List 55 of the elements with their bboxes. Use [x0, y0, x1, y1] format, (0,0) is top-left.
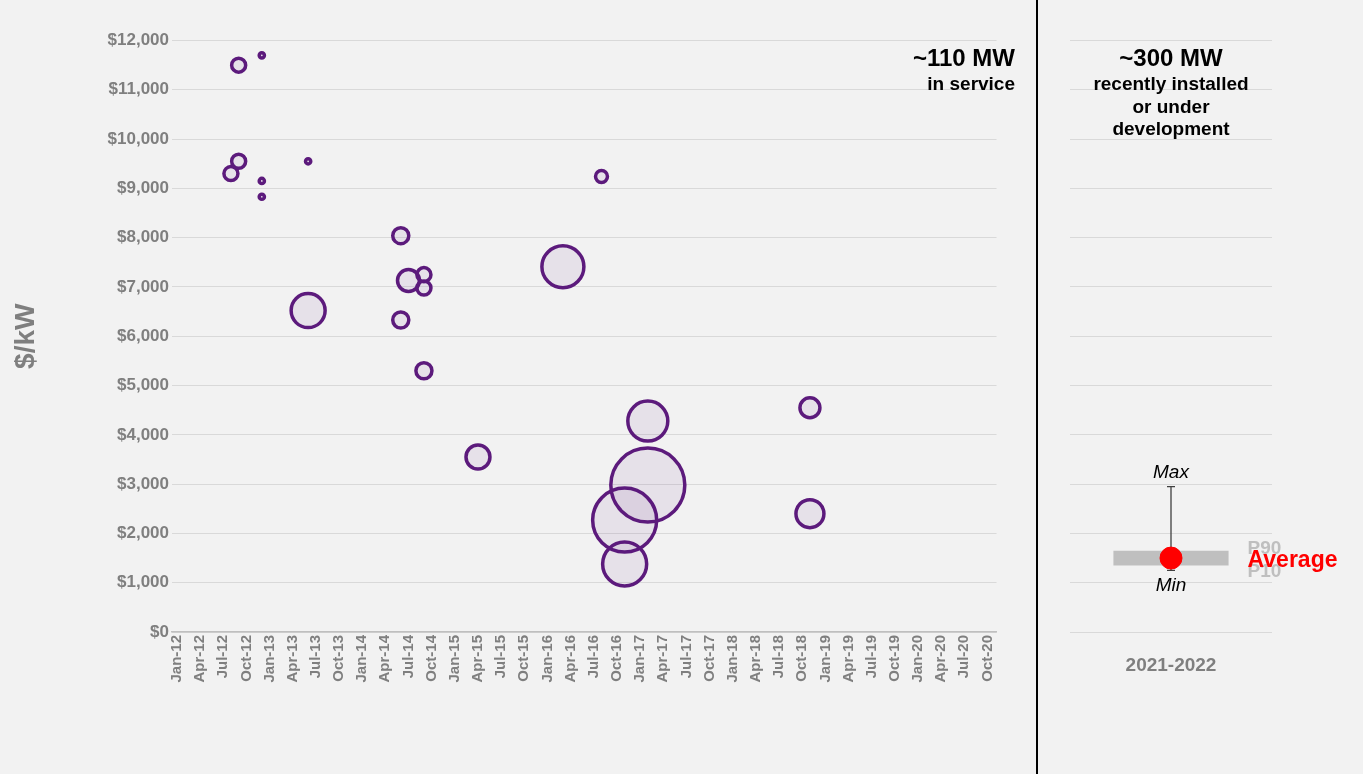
y-tick-label: $3,000: [117, 473, 169, 493]
x-tick-label: 2021-2022: [1125, 653, 1217, 675]
x-tick-label: Oct-17: [699, 635, 717, 682]
x-tick-label: Apr-16: [560, 635, 578, 683]
y-tick-label: $12,000: [107, 30, 169, 50]
x-tick-label: Oct-16: [607, 635, 625, 682]
y-axis-title: $/kW: [8, 303, 40, 369]
y-tick-label: $1,000: [117, 572, 169, 592]
y-tick-label: $7,000: [117, 276, 169, 296]
x-tick-label: Jul-12: [213, 635, 231, 679]
y-tick-label: $11,000: [108, 79, 169, 99]
y-tick-label: $2,000: [117, 523, 169, 543]
x-tick-label: Oct-14: [421, 634, 439, 682]
x-tick-label: Jul-19: [861, 635, 879, 679]
x-tick-label: Apr-14: [375, 634, 393, 683]
x-tick-label: Apr-15: [468, 635, 486, 683]
y-tick-label: $0: [150, 621, 169, 641]
x-tick-label: Apr-20: [931, 635, 949, 683]
y-tick-label: $8,000: [117, 227, 169, 247]
y-tick-label: $10,000: [107, 128, 169, 148]
annotation: ~110 MW in service: [912, 44, 1015, 96]
annotation: Min: [1155, 574, 1187, 596]
x-tick-label: Jul-14: [398, 634, 416, 679]
x-tick-label: Jan-17: [630, 635, 648, 683]
x-tick-label: Oct-19: [884, 635, 902, 682]
y-tick-label: $4,000: [117, 424, 169, 444]
x-tick-label: Jan-18: [722, 635, 740, 683]
x-tick-label: Jul-16: [583, 635, 601, 679]
x-tick-label: Apr-17: [653, 635, 671, 683]
x-tick-label: Jul-17: [676, 635, 694, 679]
x-tick-label: Jan-13: [259, 635, 277, 683]
y-tick-label: $9,000: [117, 178, 169, 198]
x-tick-label: Jan-16: [537, 635, 555, 683]
x-tick-label: Apr-13: [282, 635, 300, 683]
annotation: ~300 MW recently installed or under development: [1092, 44, 1250, 142]
x-tick-label: Jan-12: [167, 635, 185, 683]
y-tick-label: $5,000: [117, 375, 169, 395]
y-tick-label: $6,000: [117, 325, 169, 345]
x-tick-label: Apr-12: [190, 635, 208, 683]
x-tick-label: Jan-14: [352, 634, 370, 683]
x-tick-label: Jan-20: [908, 635, 926, 683]
x-tick-label: Jul-15: [491, 635, 509, 679]
x-tick-label: Jul-18: [769, 635, 787, 679]
x-tick-label: Jul-20: [954, 635, 972, 679]
x-tick-label: Oct-20: [977, 635, 995, 682]
x-tick-label: Apr-19: [838, 635, 856, 683]
x-tick-label: Apr-18: [746, 635, 764, 683]
x-tick-label: Jan-15: [444, 635, 462, 683]
x-tick-label: Jan-19: [815, 635, 833, 683]
x-tick-label: Oct-15: [514, 635, 532, 682]
x-tick-label: Oct-18: [792, 635, 810, 682]
x-tick-label: Oct-12: [236, 635, 254, 682]
annotation: Max: [1153, 461, 1191, 483]
x-tick-label: Oct-13: [329, 635, 347, 682]
x-tick-label: Jul-13: [305, 635, 323, 679]
